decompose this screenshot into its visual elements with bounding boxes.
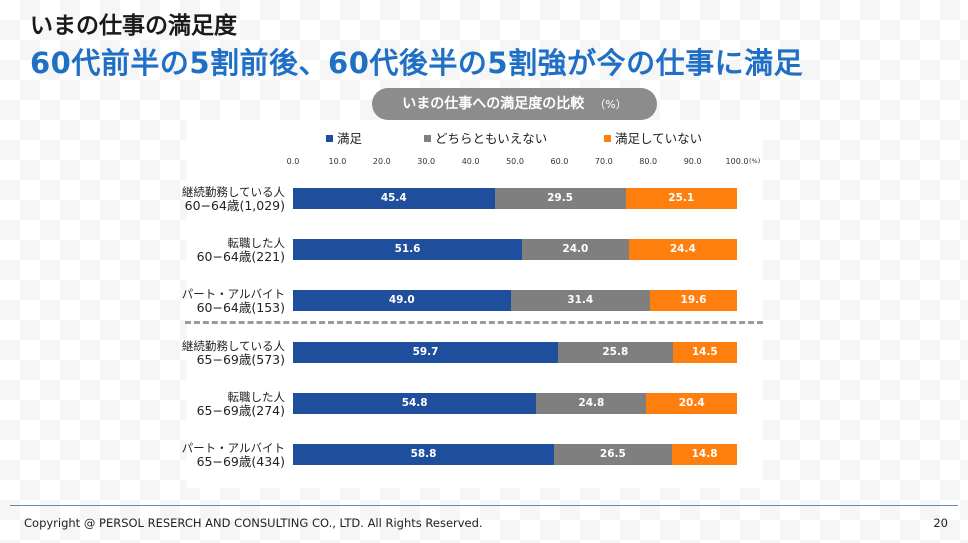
legend-label: 満足 [337, 131, 363, 146]
bar-segment: 24.8 [536, 393, 647, 414]
category-label-line2: 60−64歳(153) [196, 300, 285, 315]
legend-swatch [604, 135, 611, 142]
x-tick-label: 80.0 [639, 157, 658, 166]
bar-segment: 20.4 [646, 393, 737, 414]
category-label-line2: 65−69歳(573) [196, 352, 285, 367]
x-tick-label: 90.0 [683, 157, 702, 166]
legend-label: 満足していない [615, 131, 703, 146]
x-tick-label: 100.0 [725, 157, 749, 166]
legend-item: 満足 [326, 128, 362, 147]
category-label-line2: 60−64歳(1,029) [184, 198, 285, 213]
stacked-bar: 54.8 24.8 20.4 [293, 393, 737, 414]
copyright-text: Copyright @ PERSOL RESERCH AND CONSULTIN… [24, 516, 483, 530]
x-tick-label: 60.0 [550, 157, 569, 166]
legend-swatch [424, 135, 431, 142]
stacked-bar: 49.0 31.4 19.6 [293, 290, 737, 311]
bar-segment: 31.4 [510, 290, 650, 311]
x-tick-label: 70.0 [594, 157, 613, 166]
bar-segment: 58.8 [293, 444, 555, 465]
x-tick-label: 40.0 [461, 157, 480, 166]
category-label-line1: 転職した人 [227, 236, 286, 250]
page-subtitle: 60代前半の5割前後、60代後半の5割強が今の仕事に満足 [30, 46, 804, 80]
x-tick-label: 10.0 [328, 157, 347, 166]
category-label-line1: パート・アルバイト [181, 287, 285, 301]
footer-rule [10, 505, 958, 506]
bar-segment: 14.8 [671, 444, 738, 465]
group-divider [185, 321, 763, 324]
category-label-line1: 転職した人 [227, 390, 286, 404]
legend-item: どちらともいえない [424, 128, 547, 147]
category-label-line1: 継続勤務している人 [181, 185, 285, 199]
bar-segment: 25.1 [625, 188, 737, 209]
stacked-bar: 58.8 26.5 14.8 [293, 444, 738, 465]
category-label-line1: パート・アルバイト [181, 441, 285, 455]
category-label: 継続勤務している人 65−69歳(573) [182, 339, 285, 367]
category-label-line2: 65−69歳(434) [196, 454, 285, 469]
page-title: いまの仕事の満足度 [30, 13, 237, 39]
chart-title-unit: （%） [594, 98, 627, 111]
bar-segment: 45.4 [293, 188, 495, 209]
category-label: パート・アルバイト 65−69歳(434) [182, 441, 285, 469]
bar-segment: 24.4 [628, 239, 737, 260]
bar-segment: 29.5 [494, 188, 626, 209]
category-label-line1: 継続勤務している人 [181, 339, 285, 353]
x-tick-label: 20.0 [372, 157, 391, 166]
bar-segment: 24.0 [522, 239, 629, 260]
legend-item: 満足していない [604, 128, 702, 147]
legend-label: どちらともいえない [435, 131, 548, 146]
stacked-bar: 59.7 25.8 14.5 [293, 342, 737, 363]
bar-segment: 19.6 [649, 290, 737, 311]
category-label: 継続勤務している人 60−64歳(1,029) [182, 185, 285, 213]
chart-title: いまの仕事への満足度の比較 [402, 96, 585, 112]
category-label: 転職した人 65−69歳(274) [197, 390, 285, 418]
x-tick-label: 30.0 [417, 157, 436, 166]
category-label: パート・アルバイト 60−64歳(153) [182, 287, 285, 315]
bar-segment: 54.8 [293, 393, 537, 414]
x-unit-label: (%) [749, 157, 761, 165]
bar-segment: 26.5 [554, 444, 672, 465]
bar-segment: 14.5 [672, 342, 737, 363]
bar-segment: 59.7 [293, 342, 559, 363]
page-number: 20 [933, 516, 948, 530]
category-label: 転職した人 60−64歳(221) [197, 236, 285, 264]
bar-segment: 25.8 [558, 342, 673, 363]
category-label-line2: 60−64歳(221) [196, 249, 285, 264]
stacked-bar: 45.4 29.5 25.1 [293, 188, 737, 209]
stacked-bar: 51.6 24.0 24.4 [293, 239, 737, 260]
x-tick-label: 0.0 [286, 157, 300, 166]
chart-title-pill: いまの仕事への満足度の比較 （%） [372, 88, 657, 120]
x-tick-label: 50.0 [506, 157, 524, 166]
category-label-line2: 65−69歳(274) [196, 403, 285, 418]
bar-segment: 51.6 [293, 239, 523, 260]
legend-swatch [326, 135, 333, 142]
bar-segment: 49.0 [293, 290, 511, 311]
